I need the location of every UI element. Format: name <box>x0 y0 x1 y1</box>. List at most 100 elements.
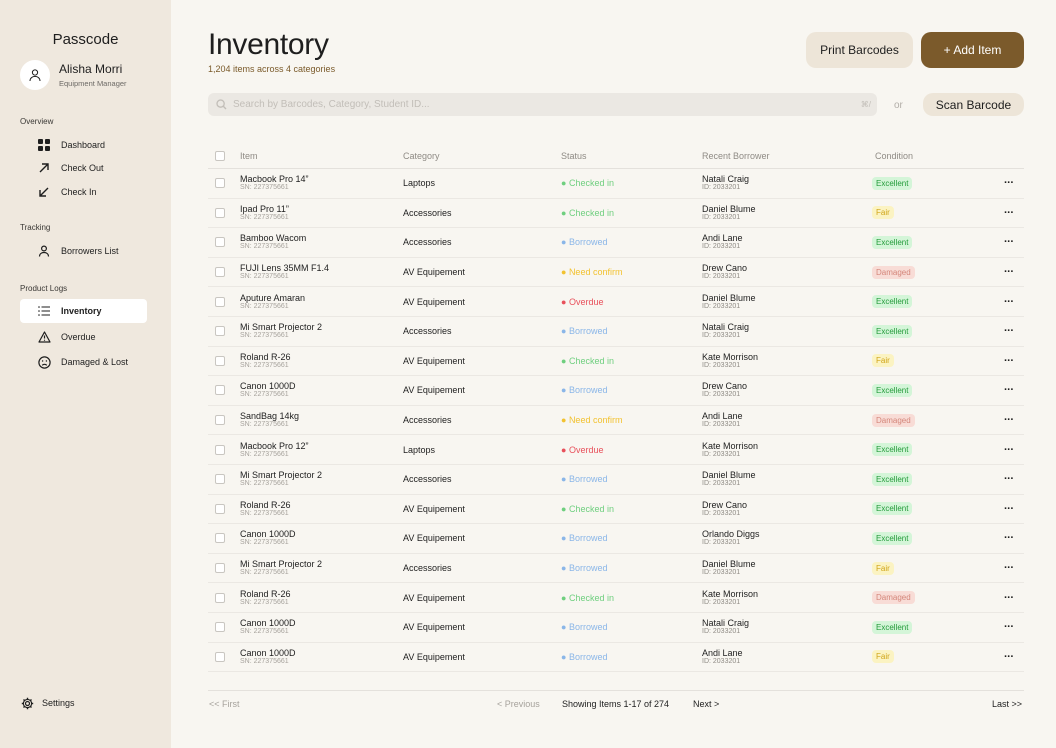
table-row[interactable]: Mi Smart Projector 2 SN: 227375661 Accesso… <box>208 465 1024 495</box>
more-options-icon[interactable]: ··· <box>1004 473 1014 486</box>
more-options-icon[interactable]: ··· <box>1004 384 1014 397</box>
more-options-icon[interactable]: ··· <box>1004 295 1014 308</box>
more-options-icon[interactable]: ··· <box>1004 443 1014 456</box>
next-page-link[interactable]: Next > <box>693 699 720 709</box>
nav-label: Inventory <box>61 306 102 316</box>
more-options-icon[interactable]: ··· <box>1004 177 1014 190</box>
table-row[interactable]: FUJI Lens 35MM F1.4 SN: 227375661 AV Equip… <box>208 258 1024 288</box>
status-dot-icon: ● <box>561 207 569 218</box>
row-checkbox[interactable] <box>215 355 225 366</box>
scan-barcode-button[interactable]: Scan Barcode <box>923 93 1024 116</box>
nav-item-overdue[interactable]: Overdue <box>20 325 147 349</box>
more-options-icon[interactable]: ··· <box>1004 591 1014 604</box>
table-row[interactable]: Ipad Pro 11” SN: 227375661 Accessories ● Ch… <box>208 199 1024 229</box>
table-row[interactable]: Roland R-26 SN: 227375661 AV Equipement ● C… <box>208 347 1024 377</box>
more-options-icon[interactable]: ··· <box>1004 414 1014 427</box>
settings-link[interactable]: Settings <box>20 696 75 710</box>
table-row[interactable]: Canon 1000D SN: 227375661 AV Equipement ● B… <box>208 613 1024 643</box>
item-serial: SN: 227375661 <box>240 391 289 399</box>
row-checkbox[interactable] <box>215 385 225 396</box>
item-serial: SN: 227375661 <box>240 302 289 310</box>
row-checkbox[interactable] <box>215 178 225 189</box>
status-text: Borrowed <box>568 474 608 485</box>
first-page-link[interactable]: << First <box>209 699 240 709</box>
table-row[interactable]: Canon 1000D SN: 227375661 AV Equipement ● B… <box>208 524 1024 554</box>
more-options-icon[interactable]: ··· <box>1004 502 1014 515</box>
print-barcodes-button[interactable]: Print Barcodes <box>806 32 913 68</box>
status-dot-icon: ● <box>561 563 569 574</box>
nav-item-dashboard[interactable]: Dashboard <box>20 133 147 157</box>
nav-item-checkin[interactable]: Check In <box>20 180 147 204</box>
more-options-icon[interactable]: ··· <box>1004 206 1014 219</box>
nav-label: Overdue <box>61 332 96 342</box>
column-condition[interactable]: Condition <box>875 150 914 161</box>
row-checkbox[interactable] <box>215 533 225 544</box>
more-options-icon[interactable]: ··· <box>1004 236 1014 249</box>
condition-badge: Excellent <box>872 502 913 516</box>
status-dot-icon: ● <box>561 267 569 278</box>
more-options-icon[interactable]: ··· <box>1004 532 1014 545</box>
column-category[interactable]: Category <box>403 150 440 161</box>
nav-item-checkout[interactable]: Check Out <box>20 156 147 180</box>
table-row[interactable]: Macbook Pro 14” SN: 227375661 Laptops ● Che… <box>208 169 1024 199</box>
condition-badge: Excellent <box>872 472 913 486</box>
nav-item-borrowers[interactable]: Borrowers List <box>20 239 147 263</box>
row-checkbox[interactable] <box>215 563 225 574</box>
table-body: Macbook Pro 14” SN: 227375661 Laptops ● Che… <box>208 169 1024 673</box>
nav-item-damaged-lost[interactable]: Damaged & Lost <box>20 350 147 374</box>
item-serial: SN: 227375661 <box>240 184 289 192</box>
row-checkbox[interactable] <box>215 592 225 603</box>
table-row[interactable]: Bamboo Wacom SN: 227375661 Accessories ● Bo… <box>208 228 1024 258</box>
row-checkbox[interactable] <box>215 296 225 307</box>
item-category: Laptops <box>403 444 436 455</box>
column-status[interactable]: Status <box>561 150 587 161</box>
status-text: Overdue <box>568 444 604 455</box>
more-options-icon[interactable]: ··· <box>1004 354 1014 367</box>
table-row[interactable]: Canon 1000D SN: 227375661 AV Equipement ● B… <box>208 643 1024 673</box>
row-checkbox[interactable] <box>215 207 225 218</box>
page-title: Inventory <box>208 28 329 61</box>
item-serial: SN: 227375661 <box>240 598 289 606</box>
select-all-checkbox[interactable] <box>215 150 225 161</box>
more-options-icon[interactable]: ··· <box>1004 650 1014 663</box>
item-category: Accessories <box>403 415 452 426</box>
table-row[interactable]: Aputure Amaran SN: 227375661 AV Equipement… <box>208 287 1024 317</box>
last-page-link[interactable]: Last >> <box>992 699 1023 709</box>
item-name: Aputure Amaran <box>240 292 306 303</box>
status-label: ● Borrowed <box>561 652 607 662</box>
borrower-name: Natali Craig <box>702 174 750 185</box>
user-profile[interactable]: Alisha Morri Equipment Manager <box>20 60 127 90</box>
table-row[interactable]: Macbook Pro 12” SN: 227375661 Laptops ● Ove… <box>208 435 1024 465</box>
more-options-icon[interactable]: ··· <box>1004 325 1014 338</box>
column-item[interactable]: Item <box>240 150 258 161</box>
row-checkbox[interactable] <box>215 326 225 337</box>
previous-page-link[interactable]: < Previous <box>497 699 540 709</box>
pagination-divider <box>208 690 1024 691</box>
row-checkbox[interactable] <box>215 444 225 455</box>
column-borrower[interactable]: Recent Borrower <box>702 150 770 161</box>
nav-item-inventory[interactable]: Inventory <box>20 299 147 323</box>
table-row[interactable]: Roland R-26 SN: 227375661 AV Equipement ● C… <box>208 495 1024 525</box>
row-checkbox[interactable] <box>215 474 225 485</box>
table-row[interactable]: Mi Smart Projector 2 SN: 227375661 Accesso… <box>208 317 1024 347</box>
table-row[interactable]: Roland R-26 SN: 227375661 AV Equipement ● C… <box>208 583 1024 613</box>
table-row[interactable]: Mi Smart Projector 2 SN: 227375661 Accesso… <box>208 554 1024 584</box>
borrower-name: Daniel Blume <box>702 470 756 481</box>
row-checkbox[interactable] <box>215 415 225 426</box>
more-options-icon[interactable]: ··· <box>1004 621 1014 634</box>
status-text: Borrowed <box>568 651 608 662</box>
row-checkbox[interactable] <box>215 267 225 278</box>
row-checkbox[interactable] <box>215 622 225 633</box>
status-dot-icon: ● <box>561 444 569 455</box>
row-checkbox[interactable] <box>215 503 225 514</box>
row-checkbox[interactable] <box>215 651 225 662</box>
table-row[interactable]: SandBag 14kg SN: 227375661 Accessories ● Ne… <box>208 406 1024 436</box>
more-options-icon[interactable]: ··· <box>1004 266 1014 279</box>
add-item-button[interactable]: + Add Item <box>921 32 1024 68</box>
more-options-icon[interactable]: ··· <box>1004 562 1014 575</box>
table-row[interactable]: Canon 1000D SN: 227375661 AV Equipement ● B… <box>208 376 1024 406</box>
warning-icon <box>37 330 51 344</box>
row-checkbox[interactable] <box>215 237 225 248</box>
search-input[interactable] <box>233 99 843 110</box>
status-dot-icon: ● <box>561 178 569 189</box>
